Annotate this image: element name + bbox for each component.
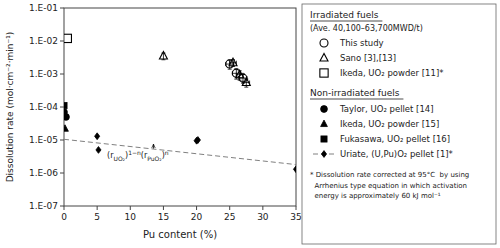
x-tick-label: 15 — [158, 212, 169, 222]
point — [229, 58, 237, 66]
x-tick-label: 30 — [257, 212, 269, 222]
legend-group-underline — [310, 21, 382, 22]
annotation-arrow — [153, 144, 154, 148]
x-tick-label: 35 — [290, 212, 301, 222]
legend-note-line: Arrhenius type equation in which activat… — [310, 182, 467, 190]
y-tick — [60, 41, 64, 42]
y-tick-label: 1.E-01 — [29, 3, 58, 13]
y-error-cap — [228, 69, 232, 70]
lines — [64, 139, 296, 164]
annotations: (rUO₂)1−n(rPuO₂)n — [107, 144, 169, 161]
point — [64, 103, 67, 109]
legend-marker — [320, 69, 328, 77]
y-tick-label: 1.E-06 — [29, 168, 58, 178]
x-axis-label: Pu content (%) — [143, 229, 217, 240]
legend-entry: Ikeda, UO₂ powder [11]* — [340, 68, 443, 78]
legend-entry: Fukasawa, UO₂ pellet [16] — [340, 134, 450, 144]
legend-group-title: Irradiated fuels — [310, 10, 379, 20]
x-tick — [163, 206, 164, 210]
legend-note-line: * Dissolution rate corrected at 95°C by … — [310, 171, 469, 179]
annotation-part: PuO₂ — [147, 155, 162, 162]
y-axis-label: Dissolution rate (mol·cm⁻²·min⁻¹) — [5, 32, 15, 183]
annotation-part: 1−n — [128, 149, 141, 156]
x-tick — [196, 206, 197, 210]
y-tick — [60, 206, 64, 207]
x-tick — [229, 206, 230, 210]
legend-entry: Taylor, UO₂ pellet [14] — [339, 104, 434, 114]
points — [64, 34, 296, 172]
point — [242, 78, 250, 86]
x-tick-label: 20 — [191, 212, 203, 222]
legend-note: * Dissolution rate corrected at 95°C by … — [310, 171, 469, 200]
point — [64, 34, 71, 42]
legend: Irradiated fuels (Ave. 40,100–63,700MWD/t… — [302, 4, 496, 244]
x-tick — [97, 206, 98, 210]
legend-entry: Uriate, (U,Pu)O₂ pellet [1]* — [340, 149, 453, 159]
reference-line — [64, 139, 296, 164]
plot-frame — [64, 8, 296, 206]
error-bars — [161, 53, 249, 87]
x-tick — [64, 206, 65, 210]
y-error-cap — [234, 79, 238, 80]
chart: 0 5 10 15 20 25 30 35 Pu content (%) 1.E-07 1.E-06… — [0, 0, 500, 248]
point — [195, 137, 200, 144]
point — [64, 114, 69, 121]
y-tick-label: 1.E-05 — [29, 135, 58, 145]
y-tick-label: 1.E-02 — [29, 36, 58, 46]
y-tick-label: 1.E-04 — [29, 102, 58, 112]
legend-entry: Ikeda, UO₂ powder [15] — [340, 119, 439, 129]
data-layer — [64, 34, 296, 172]
legend-group-underline — [310, 99, 403, 100]
x-tick-label: 5 — [94, 212, 100, 222]
legend-group-title: Non-irradiated fuels — [310, 88, 400, 98]
point — [293, 166, 296, 173]
y-tick — [60, 74, 64, 75]
x-tick — [262, 206, 263, 210]
annotation-part: UO₂ — [114, 155, 126, 162]
x-tick-label: 0 — [61, 212, 67, 222]
x-tick — [130, 206, 131, 210]
point — [64, 125, 68, 131]
y-tick-label: 1.E-03 — [29, 69, 58, 79]
x-tick — [296, 206, 297, 210]
legend-note-line: energy is approximately 60 kJ mol⁻¹ — [310, 192, 441, 200]
y-tick-label: 1.E-07 — [29, 201, 58, 211]
legend-marker — [320, 39, 328, 47]
y-tick — [60, 140, 64, 141]
legend-marker — [321, 151, 326, 158]
point — [159, 51, 167, 59]
y-axis: 1.E-07 1.E-06 1.E-05 1.E-04 1.E-03 1.E-02 1.E-… — [5, 3, 64, 211]
y-tick — [60, 8, 64, 9]
legend-marker — [321, 106, 328, 113]
point — [236, 70, 244, 78]
point — [95, 133, 100, 140]
annotation-text: (rUO₂)1−n(rPuO₂)n — [107, 149, 169, 162]
x-tick-label: 25 — [224, 212, 235, 222]
legend-entry: Sano [3],[13] — [340, 53, 396, 63]
y-tick — [60, 173, 64, 174]
x-tick-label: 10 — [125, 212, 137, 222]
y-tick — [60, 107, 64, 108]
legend-entry: This study — [339, 38, 384, 48]
legend-marker — [321, 120, 328, 126]
point — [96, 147, 101, 154]
legend-marker — [320, 53, 328, 61]
legend-group-subtitle: (Ave. 40,100–63,700MWD/t) — [310, 24, 423, 33]
legend-marker — [321, 136, 327, 142]
x-axis: 0 5 10 15 20 25 30 35 Pu content (%) — [61, 206, 302, 240]
y-error-cap — [244, 87, 248, 88]
legend-frame — [302, 4, 496, 244]
annotation-part: n — [165, 149, 169, 156]
